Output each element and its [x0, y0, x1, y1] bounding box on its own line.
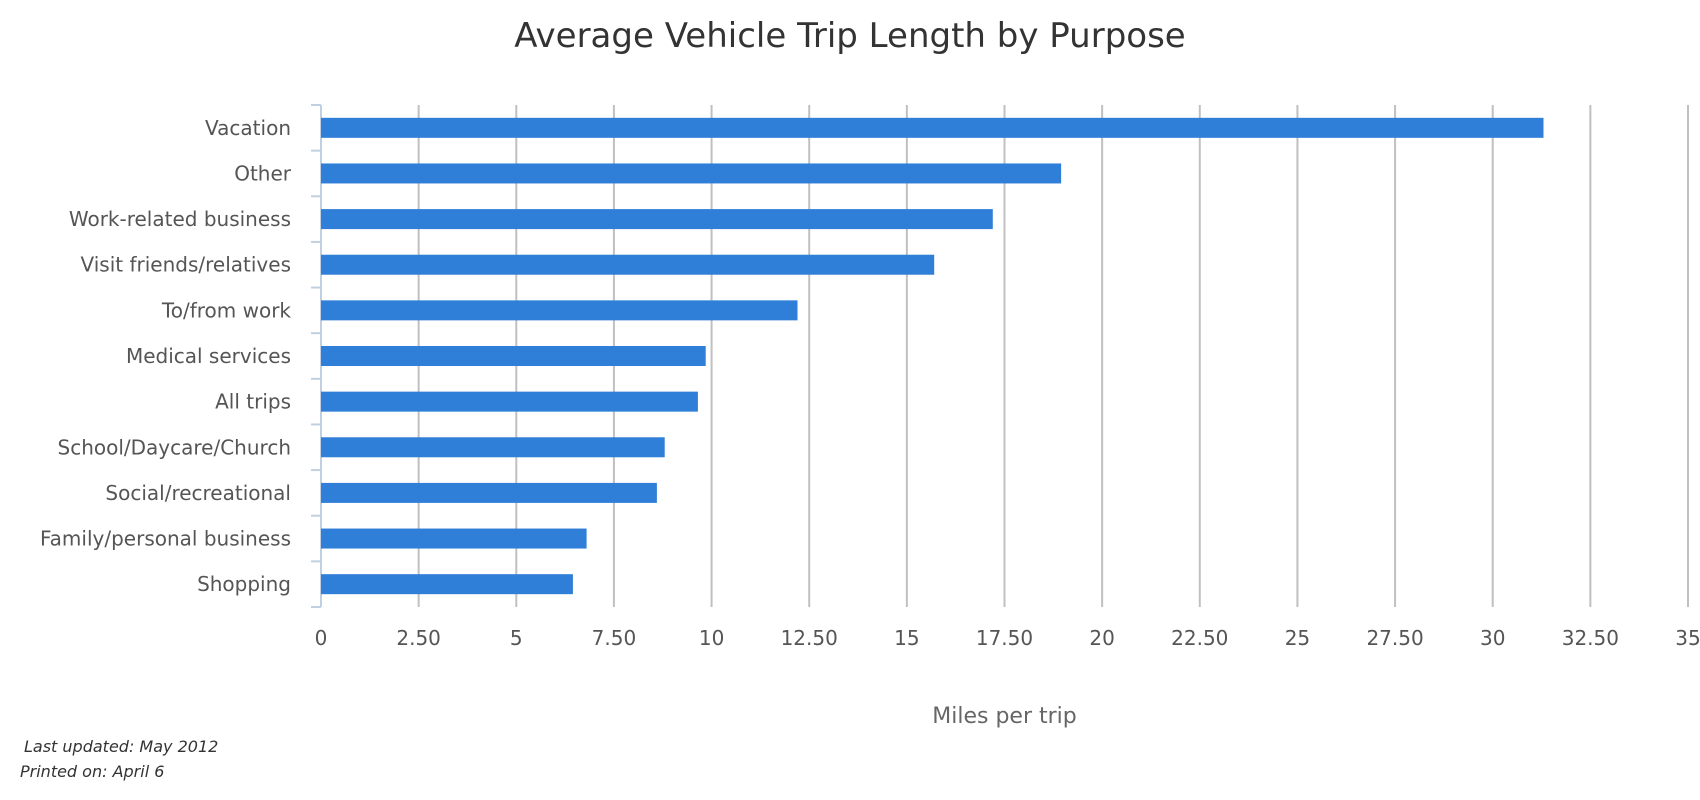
- bar-family-personal-business: [321, 528, 587, 549]
- bar-vacation: [321, 117, 1544, 138]
- x-tick-label: 0: [315, 626, 328, 650]
- bar-shopping: [321, 574, 573, 595]
- category-label: To/from work: [161, 298, 292, 322]
- chart-title: Average Vehicle Trip Length by Purpose: [514, 16, 1186, 56]
- x-tick-label: 35: [1675, 626, 1700, 650]
- bar-work-related-business: [321, 209, 993, 230]
- x-tick-label: 30: [1480, 626, 1505, 650]
- category-label: School/Daycare/Church: [58, 435, 291, 459]
- category-label: Work-related business: [69, 207, 291, 231]
- x-tick-label: 22.50: [1171, 626, 1228, 650]
- bar-social-recreational: [321, 482, 657, 503]
- x-tick-label: 10: [699, 626, 724, 650]
- bar-school-daycare-church: [321, 437, 665, 458]
- x-tick-label: 25: [1285, 626, 1310, 650]
- bar-to-from-work: [321, 300, 798, 321]
- category-label: All trips: [215, 390, 291, 414]
- bar-visit-friends-relatives: [321, 254, 935, 275]
- x-tick-label: 15: [894, 626, 919, 650]
- printed-on-note: Printed on: April 6: [20, 762, 165, 781]
- category-label: Vacation: [205, 116, 291, 140]
- category-label: Social/recreational: [105, 481, 291, 505]
- bar-all-trips: [321, 391, 698, 412]
- x-tick-label: 5: [510, 626, 523, 650]
- category-label: Family/personal business: [40, 527, 291, 551]
- category-label: Other: [234, 161, 292, 185]
- x-tick-label: 7.50: [592, 626, 637, 650]
- category-label: Medical services: [126, 344, 291, 368]
- x-tick-label: 2.50: [396, 626, 441, 650]
- category-label: Shopping: [197, 572, 291, 596]
- category-label: Visit friends/relatives: [81, 253, 292, 277]
- x-tick-label: 17.50: [976, 626, 1033, 650]
- bar-other: [321, 163, 1062, 184]
- x-tick-label: 20: [1089, 626, 1114, 650]
- x-tick-label: 32.50: [1562, 626, 1619, 650]
- last-updated-note: Last updated: May 2012: [24, 737, 219, 756]
- bar-medical-services: [321, 346, 706, 366]
- x-tick-label: 12.50: [781, 626, 838, 650]
- x-tick-label: 27.50: [1366, 626, 1423, 650]
- x-axis-label: Miles per trip: [932, 704, 1077, 729]
